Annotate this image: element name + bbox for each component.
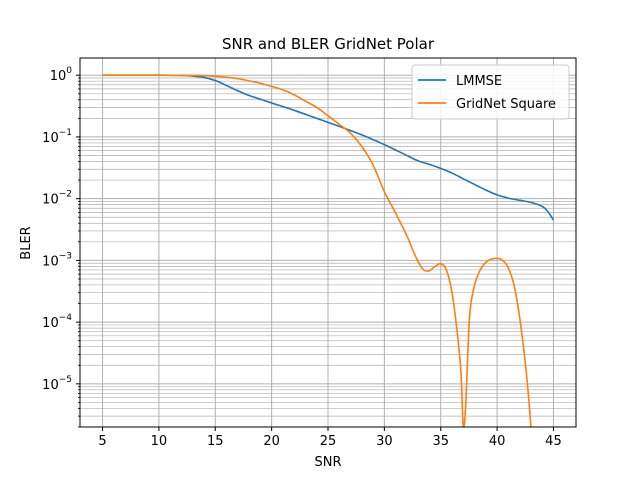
legend-box <box>411 64 570 120</box>
legend: LMMSE GridNet Square <box>411 64 570 120</box>
x-tick-label: 5 <box>98 434 106 449</box>
x-tick-label: 40 <box>489 434 506 449</box>
y-tick-label: 10−1 <box>42 128 72 146</box>
x-tick-label: 25 <box>320 434 337 449</box>
series-layer <box>102 74 555 427</box>
x-tick-label: 15 <box>207 434 224 449</box>
y-tick-label: 10−2 <box>42 190 72 208</box>
legend-label: GridNet Square <box>456 97 556 112</box>
series-line-0 <box>102 74 555 221</box>
x-tick-label: 45 <box>545 434 562 449</box>
x-tick-label: 30 <box>376 434 393 449</box>
legend-label: LMMSE <box>456 74 502 89</box>
y-tick-label: 10−4 <box>42 313 72 331</box>
y-tick-label: 100 <box>50 66 73 84</box>
y-axis: 100 10−1 10−2 10−3 10−4 10−5 <box>42 66 80 428</box>
y-tick-label: 10−3 <box>42 251 72 269</box>
y-axis-label: BLER <box>19 226 34 259</box>
grid <box>80 58 576 428</box>
x-axis-label: SNR <box>314 455 341 470</box>
chart-title: SNR and BLER GridNet Polar <box>222 35 435 53</box>
x-tick-label: 20 <box>263 434 280 449</box>
x-tick-label: 35 <box>432 434 449 449</box>
series-line-1 <box>102 74 532 427</box>
x-axis: 5 10 15 20 25 30 35 40 45 <box>98 427 562 449</box>
y-tick-label: 10−5 <box>42 375 72 393</box>
x-tick-label: 10 <box>151 434 168 449</box>
